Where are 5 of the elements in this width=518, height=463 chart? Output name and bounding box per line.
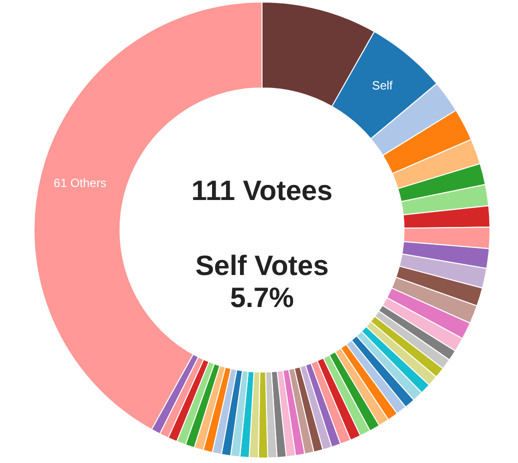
slice-label: Self	[372, 78, 394, 93]
text: 5.7%	[230, 282, 294, 313]
slice-label: 61 Others	[54, 176, 106, 190]
text: 111 Votees	[191, 175, 333, 206]
text: Self Votes	[195, 250, 329, 281]
